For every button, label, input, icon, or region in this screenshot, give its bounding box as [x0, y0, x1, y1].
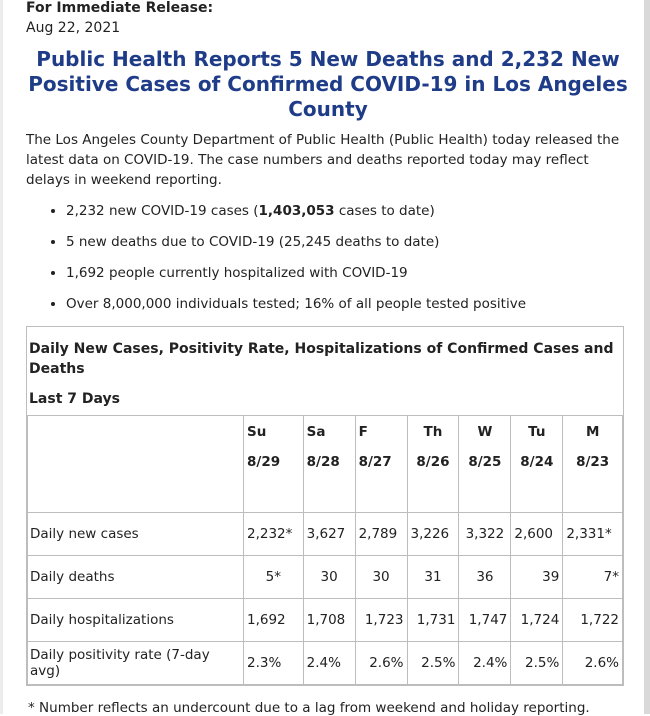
bullet-text-end: cases to date)	[334, 203, 435, 219]
table-cell: 7*	[562, 555, 623, 599]
release-date: Aug 22, 2021	[26, 20, 121, 36]
table-cell: 3,322	[458, 512, 512, 556]
data-table-box: Daily New Cases, Positivity Rate, Hospit…	[26, 326, 624, 686]
header-empty-cell	[27, 415, 244, 513]
day-name: Tu	[528, 424, 546, 440]
table-cell: 2.5%	[510, 641, 564, 685]
day-name: F	[358, 424, 368, 440]
release-label: For Immediate Release:	[26, 0, 214, 16]
row-label: Daily new cases	[27, 512, 244, 556]
stats-table: Su 8/29 Sa 8/28 F 8/27 Th 8/26 W 8/25 Tu 8/24 …	[27, 415, 623, 685]
table-cell: 2.3%	[243, 641, 304, 685]
key-stats-list: 2,232 new COVID-19 cases (1,403,053 case…	[26, 202, 630, 313]
table-cell: 1,723	[354, 598, 408, 642]
table-cell: 36	[458, 555, 512, 599]
table-cell: 31	[406, 555, 460, 599]
table-cell: 1,724	[510, 598, 564, 642]
footnote: * Number reflects an undercount due to a…	[28, 700, 590, 716]
table-cell: 2,232*	[243, 512, 304, 556]
intro-paragraph: The Los Angeles County Department of Pub…	[26, 132, 620, 188]
table-cell: 5*	[243, 555, 304, 599]
day-name: Sa	[306, 424, 326, 440]
table-cell: 2.4%	[302, 641, 356, 685]
day-name: W	[477, 424, 493, 440]
table-row: Daily hospitalizations 1,692 1,708 1,723…	[27, 598, 623, 642]
table-subtitle: Last 7 Days	[29, 391, 120, 407]
bullet-bold: 1,403,053	[258, 203, 335, 219]
bullet-text: 5 new deaths due to COVID-19 (25,245 dea…	[66, 234, 440, 250]
table-title: Daily New Cases, Positivity Rate, Hospit…	[29, 341, 614, 377]
table-cell: 1,731	[406, 598, 460, 642]
table-header-row: Su 8/29 Sa 8/28 F 8/27 Th 8/26 W 8/25 Tu 8/24 …	[27, 415, 623, 513]
table-cell: 2,600	[510, 512, 564, 556]
bullet-text: Over 8,000,000 individuals tested; 16% o…	[66, 296, 527, 312]
table-row: Daily deaths 5* 30 30 31 36 39 7*	[27, 555, 623, 599]
table-cell: 2.6%	[562, 641, 623, 685]
header-cell: Sa 8/28	[302, 415, 356, 513]
row-label: Daily deaths	[27, 555, 244, 599]
day-name: M	[585, 424, 600, 440]
list-item: 1,692 people currently hospitalized with…	[66, 264, 630, 282]
table-cell: 2,789	[354, 512, 408, 556]
day-date: 8/29	[247, 454, 281, 470]
list-item: 5 new deaths due to COVID-19 (25,245 dea…	[66, 233, 630, 251]
day-date: 8/27	[358, 454, 392, 470]
day-date: 8/28	[306, 454, 340, 470]
table-row: Daily new cases 2,232* 3,627 2,789 3,226…	[27, 512, 623, 556]
table-row: Daily positivity rate (7-day avg) 2.3% 2…	[27, 641, 623, 685]
press-release: For Immediate Release: Aug 22, 2021 Publ…	[26, 0, 630, 716]
header-cell: F 8/27	[354, 415, 408, 513]
day-name: Su	[247, 424, 267, 440]
day-date: 8/25	[468, 454, 502, 470]
header-cell: Tu 8/24	[510, 415, 564, 513]
table-cell: 1,708	[302, 598, 356, 642]
table-cell: 30	[302, 555, 356, 599]
right-scroll-border	[644, 0, 650, 714]
day-date: 8/24	[520, 454, 554, 470]
header-cell: Th 8/26	[406, 415, 460, 513]
row-label: Daily hospitalizations	[27, 598, 244, 642]
header-cell: W 8/25	[458, 415, 512, 513]
day-date: 8/23	[576, 454, 610, 470]
bullet-text: 1,692 people currently hospitalized with…	[66, 265, 408, 281]
table-cell: 1,692	[243, 598, 304, 642]
table-cell: 2.6%	[354, 641, 408, 685]
table-cell: 2,331*	[562, 512, 623, 556]
list-item: 2,232 new COVID-19 cases (1,403,053 case…	[66, 202, 630, 220]
table-cell: 1,722	[562, 598, 623, 642]
table-cell: 3,627	[302, 512, 356, 556]
row-label: Daily positivity rate (7-day avg)	[27, 641, 244, 685]
bullet-text: 2,232 new COVID-19 cases (	[66, 203, 259, 219]
table-cell: 1,747	[458, 598, 512, 642]
headline: Public Health Reports 5 New Deaths and 2…	[28, 47, 628, 121]
list-item: Over 8,000,000 individuals tested; 16% o…	[66, 295, 630, 313]
day-name: Th	[423, 424, 443, 440]
table-cell: 2.5%	[406, 641, 460, 685]
table-cell: 3,226	[406, 512, 460, 556]
table-cell: 30	[354, 555, 408, 599]
table-heading: Daily New Cases, Positivity Rate, Hospit…	[27, 327, 623, 415]
header-cell: Su 8/29	[243, 415, 304, 513]
table-cell: 2.4%	[458, 641, 512, 685]
day-date: 8/26	[416, 454, 450, 470]
left-border	[0, 0, 3, 714]
table-cell: 39	[510, 555, 564, 599]
header-cell: M 8/23	[562, 415, 623, 513]
